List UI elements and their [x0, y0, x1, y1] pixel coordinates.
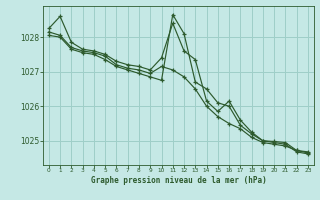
X-axis label: Graphe pression niveau de la mer (hPa): Graphe pression niveau de la mer (hPa) [91, 176, 266, 185]
